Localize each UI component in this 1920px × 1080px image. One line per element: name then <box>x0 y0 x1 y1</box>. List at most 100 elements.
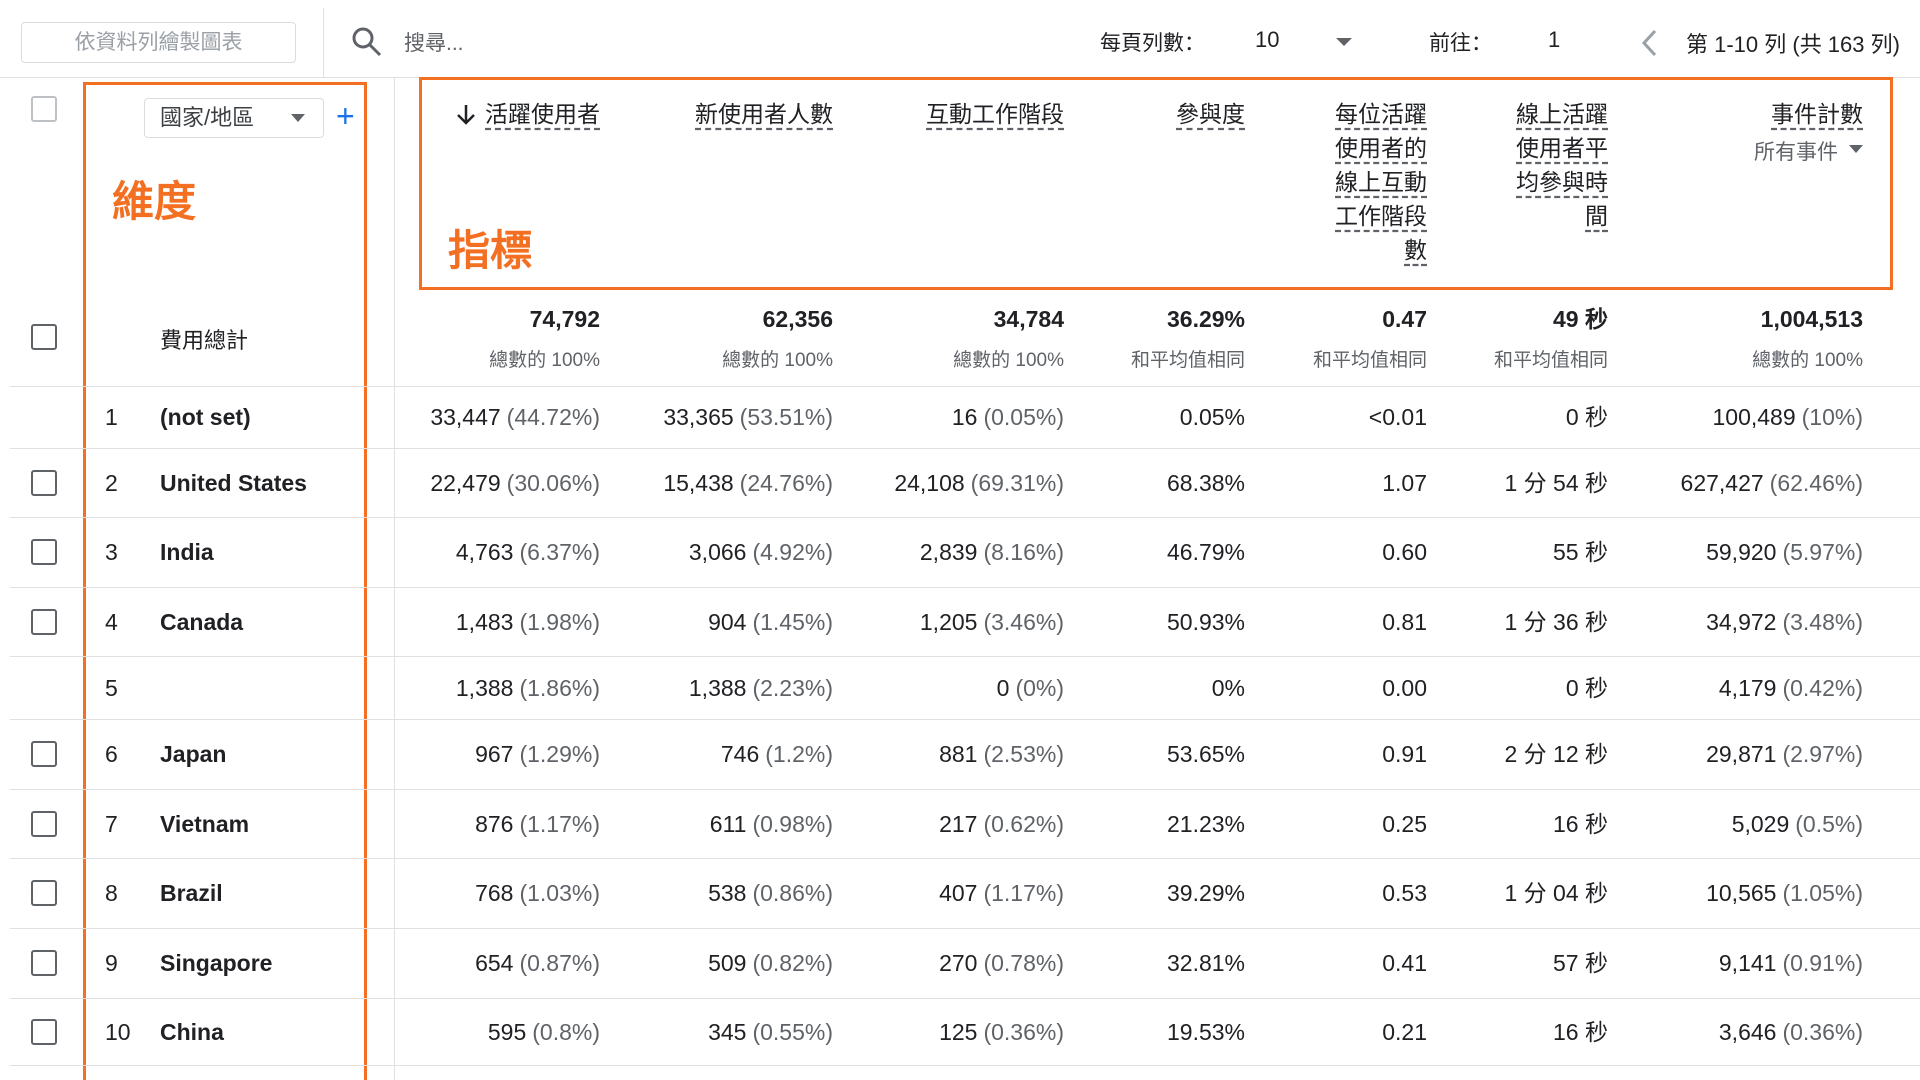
row-cell: 1,388 (2.23%) <box>553 673 833 703</box>
cell-value: 15,438 <box>663 469 734 496</box>
total-comparison: 和平均值相同 <box>1312 350 1427 371</box>
cell-value: 3,646 <box>1718 1018 1777 1045</box>
row-cell: 1 分 36 秒 <box>1328 607 1608 637</box>
column-header[interactable]: 每位活躍使用者的線上互動工作階段數 <box>1331 97 1427 267</box>
row-name[interactable]: Singapore <box>160 950 273 976</box>
row-cell: 538 (0.86%) <box>553 878 833 908</box>
cell-value: 217 <box>939 810 978 837</box>
column-header[interactable]: 線上活躍使用者平均參與時間 <box>1512 97 1608 233</box>
row-checkbox[interactable] <box>31 539 57 565</box>
cell-value: 654 <box>475 950 514 976</box>
row-cell: 0.91 <box>1147 739 1427 769</box>
column-header[interactable]: 事件計數 <box>1663 97 1863 131</box>
row-checkbox[interactable] <box>31 741 57 767</box>
row-cell: 19.53% <box>965 1017 1245 1047</box>
search-input[interactable]: 搜尋... <box>404 32 464 55</box>
cell-value: 1,205 <box>919 608 978 635</box>
column-header[interactable]: 互動工作階段 <box>864 97 1064 131</box>
row-name[interactable]: Brazil <box>160 880 223 906</box>
cell-percentage: (0%) <box>1015 674 1064 701</box>
cell-percentage: (2.97%) <box>1782 741 1863 767</box>
divider <box>323 8 324 77</box>
row-name[interactable]: Japan <box>160 741 227 767</box>
row-name[interactable]: United States <box>160 469 307 496</box>
column-header[interactable]: 參與度 <box>1085 97 1245 131</box>
column-header[interactable]: 活躍使用者 <box>400 97 600 131</box>
cell-value: 57 秒 <box>1553 950 1608 976</box>
prev-page[interactable] <box>1640 28 1660 58</box>
row-cell: 2,839 (8.16%) <box>784 537 1064 567</box>
row-cell: 509 (0.82%) <box>553 948 833 978</box>
dimension-select[interactable]: 國家/地區 <box>144 98 324 138</box>
row-name[interactable]: Canada <box>160 608 244 635</box>
row-divider <box>10 858 1920 859</box>
cell-value: 32.81% <box>1166 950 1245 976</box>
row-cell: 46.79% <box>965 537 1245 567</box>
cell-value: 1.07 <box>1382 469 1427 496</box>
cell-value: 270 <box>939 950 978 976</box>
row-cell: 876 (1.17%) <box>320 809 600 839</box>
total-comparison: 總數的 100% <box>1752 350 1863 371</box>
search-icon[interactable] <box>350 25 384 59</box>
column-header[interactable]: 新使用者人數 <box>633 97 833 131</box>
column-title: 活躍使用者 <box>485 101 600 127</box>
column-title: 每位活躍使用者的線上互動工作階段數 <box>1335 101 1427 263</box>
header-checkbox[interactable] <box>31 96 57 122</box>
total-comparison: 總數的 100% <box>953 350 1064 371</box>
chart-button[interactable]: 依資料列繪製圖表 <box>21 22 296 63</box>
cell-value: 967 <box>475 741 514 767</box>
page-range: 第 1-10 列 (共 163 列) <box>1686 32 1900 57</box>
row-cell: 0.41 <box>1147 948 1427 978</box>
cell-value: 68.38% <box>1166 469 1245 496</box>
row-cell: 4,179 (0.42%) <box>1583 673 1863 703</box>
cell-value: 0 秒 <box>1565 674 1608 701</box>
row-checkbox[interactable] <box>31 608 57 635</box>
row-divider <box>10 517 1920 518</box>
rows-per-page-select[interactable]: 10 <box>1255 27 1280 52</box>
row-checkbox[interactable] <box>31 880 57 906</box>
cell-percentage: (30.06%) <box>506 469 600 496</box>
cell-value: 876 <box>475 810 514 837</box>
cell-value: 4,763 <box>455 539 514 565</box>
row-index: 9 <box>105 950 118 976</box>
row-cell: 59,920 (5.97%) <box>1583 537 1863 567</box>
cell-percentage: (1.2%) <box>765 741 833 767</box>
cell-value: 0.05% <box>1179 404 1245 430</box>
row-cell: 57 秒 <box>1328 948 1608 978</box>
add-dimension[interactable]: + <box>336 98 355 134</box>
cell-value: 55 秒 <box>1553 539 1608 565</box>
cell-percentage: (10%) <box>1801 404 1863 430</box>
cell-percentage: (0.78%) <box>983 950 1064 976</box>
metrics-annotation: 指標 <box>448 227 533 274</box>
cell-percentage: (0.42%) <box>1782 674 1863 701</box>
row-name[interactable]: China <box>160 1018 224 1045</box>
cell-value: 509 <box>708 950 747 976</box>
row-cell: 270 (0.78%) <box>784 948 1064 978</box>
cell-value: 59,920 <box>1706 539 1777 565</box>
totals-checkbox[interactable] <box>31 324 57 350</box>
column-title: 事件計數 <box>1771 101 1863 127</box>
row-checkbox[interactable] <box>31 810 57 837</box>
row-checkbox[interactable] <box>31 1018 57 1045</box>
cell-value: 3,066 <box>688 539 747 565</box>
goto-input[interactable]: 1 <box>1548 27 1561 52</box>
cell-value: 768 <box>475 880 514 906</box>
row-cell: 1,483 (1.98%) <box>320 607 600 637</box>
cell-value: <0.01 <box>1368 404 1427 430</box>
row-checkbox[interactable] <box>31 950 57 976</box>
row-name[interactable]: Vietnam <box>160 810 250 837</box>
dropdown-arrow[interactable] <box>1334 36 1354 48</box>
cell-percentage: (0.87%) <box>519 950 600 976</box>
row-name[interactable]: (not set) <box>160 404 251 430</box>
row-cell: 0.53 <box>1147 878 1427 908</box>
cell-percentage: (44.72%) <box>506 404 600 430</box>
dimension-header: 國家/地區 <box>160 105 255 130</box>
cell-value: 39.29% <box>1166 880 1245 906</box>
row-checkbox[interactable] <box>31 469 57 496</box>
row-divider <box>10 386 1920 387</box>
column-subtitle[interactable]: 所有事件 <box>1663 136 1863 166</box>
row-cell: 32.81% <box>965 948 1245 978</box>
row-name[interactable]: India <box>160 539 214 565</box>
row-cell: 100,489 (10%) <box>1583 402 1864 432</box>
row-cell: 0.60 <box>1147 537 1427 567</box>
